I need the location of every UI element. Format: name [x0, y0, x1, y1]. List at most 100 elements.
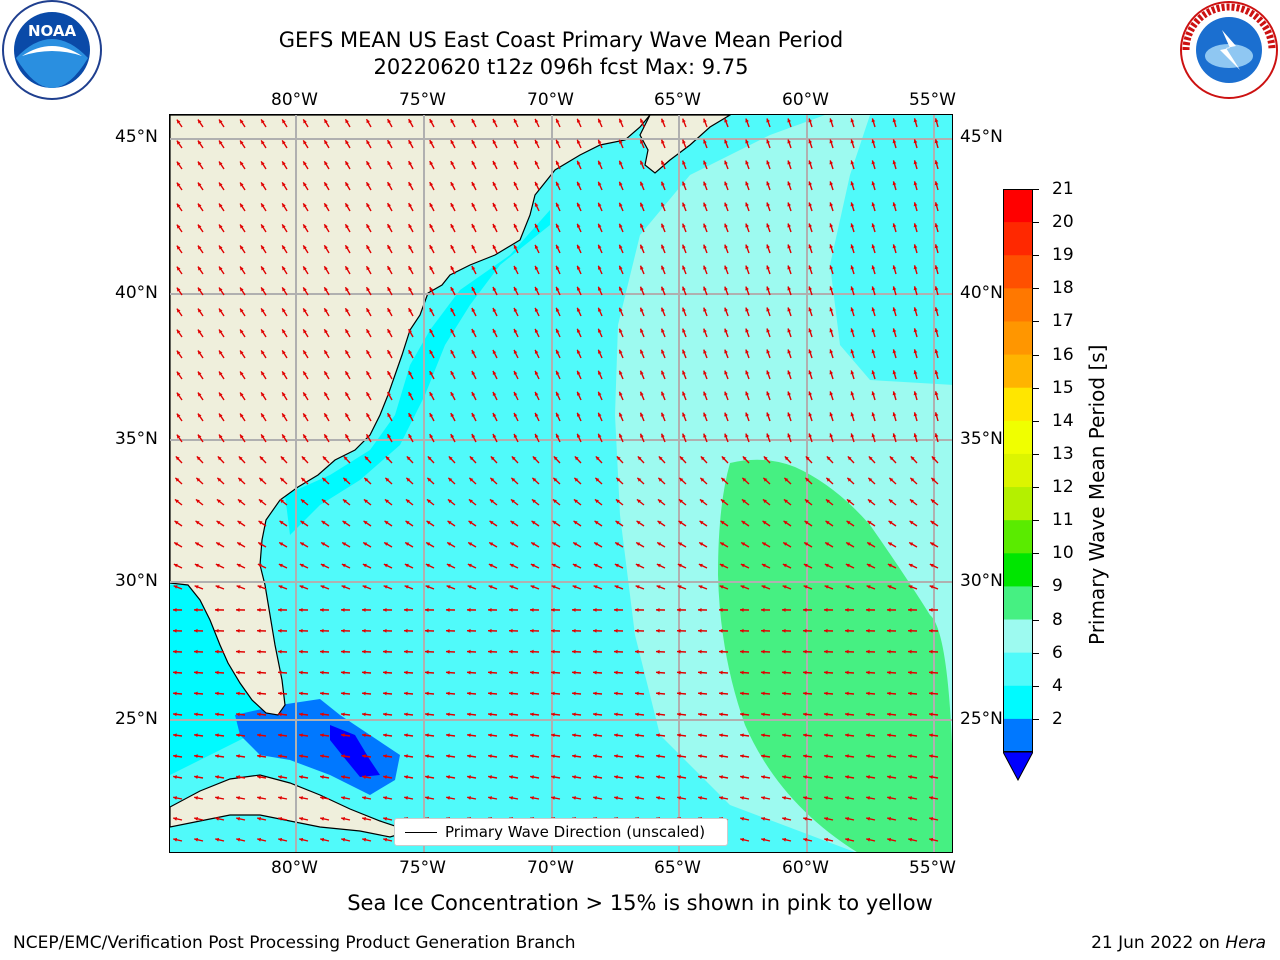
wave-arrow-head [829, 202, 834, 207]
wave-arrow-head [703, 139, 707, 144]
wave-arrow-head [829, 391, 834, 396]
wave-arrow-head [509, 670, 513, 675]
wave-arrow-head [824, 628, 828, 633]
wave-arrow-head [593, 775, 597, 779]
wave-arrow-head [488, 585, 493, 589]
wave-arrow-head [299, 837, 304, 842]
wave-arrow-head [677, 712, 681, 717]
wave-arrow-head [892, 349, 897, 354]
wave-arrow-head [384, 542, 389, 546]
wave-arrow-head [892, 412, 897, 417]
wave-arrow-head [555, 244, 560, 249]
wave-arrow-head [598, 370, 602, 375]
wave-arrow-head [366, 350, 370, 355]
wave-arrow-head [362, 563, 367, 568]
wave-arrow-head [219, 203, 223, 208]
wave-arrow-head [446, 775, 450, 779]
wave-arrow-head [257, 670, 261, 675]
wave-arrow-head [555, 160, 560, 165]
wave-arrow-head [850, 286, 855, 291]
wave-arrow-head [362, 733, 366, 738]
wave-arrow-head [576, 139, 581, 144]
wave-arrow-head [471, 391, 476, 396]
wave-arrow-head [766, 160, 770, 165]
wave-arrow-head [450, 266, 455, 271]
wave-arrow-head [808, 223, 813, 228]
wave-arrow-head [845, 649, 849, 654]
wave-arrow-head [661, 286, 665, 291]
colorbar-segment [1003, 420, 1033, 455]
wave-arrow-head [425, 585, 430, 589]
wave-arrow-head [661, 307, 665, 312]
wave-arrow-head [761, 628, 765, 633]
wave-arrow-head [572, 796, 576, 800]
wave-arrow-head [448, 456, 453, 461]
wave-arrow-head [404, 608, 408, 612]
wave-arrow-head [740, 670, 744, 675]
wave-arrow-head [829, 307, 834, 312]
wave-arrow-head [282, 266, 286, 271]
wave-arrow-head [829, 223, 834, 228]
wave-arrow-head [488, 563, 493, 568]
wave-arrow-head [766, 349, 770, 354]
map-panel[interactable]: Primary Wave Direction (unscaled) [169, 114, 953, 853]
wave-arrow-head [427, 477, 432, 482]
wave-arrow-head [598, 328, 602, 333]
wave-arrow-head [724, 160, 728, 165]
colorbar-tick-mark [1033, 718, 1039, 720]
wave-arrow-head [261, 371, 265, 376]
wave-arrow-head [450, 434, 455, 439]
wave-arrow-head [176, 266, 181, 271]
wave-arrow-head [761, 775, 765, 779]
wave-arrow-head [677, 585, 682, 589]
colorbar-segment [1003, 553, 1033, 587]
wave-arrow-head [532, 456, 537, 461]
wave-arrow-head [703, 370, 707, 375]
wave-arrow-head [429, 329, 434, 334]
colorbar-segment [1003, 321, 1033, 356]
wave-arrow-head [913, 349, 918, 354]
wave-arrow-head [450, 329, 455, 334]
wave-arrow-head [929, 712, 933, 717]
wave-arrow-head [259, 477, 264, 482]
wave-arrow-head [362, 754, 366, 759]
wave-arrow-head [513, 223, 518, 228]
colorbar-segment [1003, 487, 1033, 521]
wave-arrow-head [637, 456, 642, 461]
wave-arrow-head [320, 733, 324, 738]
wave-arrow-head [892, 307, 897, 312]
wave-arrow-head [282, 161, 286, 166]
wave-arrow-head [215, 712, 219, 717]
wave-arrow-head [303, 224, 307, 229]
wave-arrow-head [342, 520, 347, 525]
wave-arrow-head [552, 542, 557, 546]
wave-arrow-head [427, 456, 432, 461]
wave-arrow-head [889, 477, 894, 482]
wave-arrow-head [593, 796, 597, 800]
wave-arrow-head [619, 202, 623, 207]
wave-arrow-head [278, 608, 282, 612]
wave-arrow-head [513, 286, 518, 291]
wave-arrow-head [866, 816, 871, 821]
wave-arrow-head [640, 244, 644, 249]
chart-subtitle: 20220620 t12z 096h fcst Max: 9.75 [373, 55, 749, 79]
wave-arrow-head [593, 563, 598, 568]
colorbar-ticks: 21 20 19 18 17 16 15 14 13 12 11 10 9 8 6 4 2 [1033, 0, 1100, 960]
wave-arrow-head [850, 160, 855, 165]
wave-arrow-head [387, 434, 391, 439]
wave-arrow-head [324, 371, 328, 376]
wave-arrow-head [677, 563, 682, 568]
wave-arrow-head [804, 520, 809, 525]
footer-machine: Hera [1225, 933, 1266, 953]
wave-arrow-head [871, 412, 876, 417]
wave-arrow-head [829, 349, 834, 354]
wave-arrow-head [176, 413, 181, 418]
wave-arrow-head [576, 391, 581, 396]
wave-arrow-head [719, 796, 723, 800]
wave-arrow-head [509, 649, 513, 654]
wave-arrow-head [619, 118, 623, 123]
wave-arrow-head [724, 265, 728, 270]
wave-arrow-head [761, 816, 766, 821]
wave-arrow-head [745, 328, 749, 333]
colorbar-tick-label: 19 [1052, 245, 1074, 266]
